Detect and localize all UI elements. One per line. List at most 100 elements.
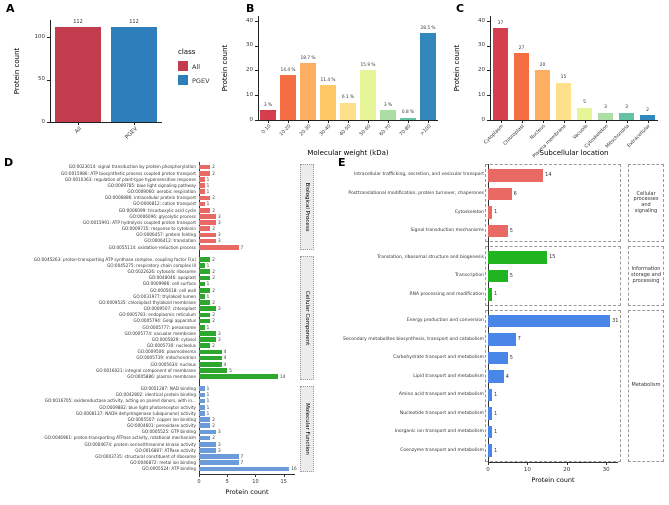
bar-value-label: 1	[206, 392, 210, 398]
bar	[199, 238, 216, 244]
y-tick-label: 10	[478, 91, 485, 98]
x-tick-mark	[488, 462, 489, 465]
x-tick-mark	[521, 120, 523, 123]
bar-value-label: 1	[206, 182, 210, 188]
bar-value-label: 1	[493, 209, 498, 216]
category-label: GO:0015991: ATP hydrolysis coupled proto…	[83, 219, 196, 225]
x-tick-mark	[328, 120, 329, 123]
bar	[199, 170, 211, 176]
bar	[488, 444, 492, 457]
bar	[199, 392, 205, 398]
category-label: GO:0046872: metal ion binding	[130, 460, 196, 466]
facet-strip-label: Molecular Function	[304, 402, 310, 455]
x-tick-label: 70-80	[399, 124, 413, 138]
category-label: GO:0005774: vacuolar membrane	[124, 330, 196, 336]
bar-value-label: 3	[217, 447, 221, 453]
bar-value-label: 3	[217, 306, 221, 312]
bar-value-label: 1	[493, 392, 498, 399]
bar	[199, 300, 211, 305]
category-label: Cytoskeleton	[454, 209, 484, 215]
bar-value-label: 27	[518, 45, 525, 51]
bar	[199, 374, 279, 379]
bar-cytoplasm	[492, 28, 509, 120]
category-label: GO:0048046: apoplast	[148, 275, 196, 281]
x-axis-line	[488, 462, 618, 463]
bar	[199, 331, 216, 336]
panel-c-chart: 0 10 20 30 40 Protein count 37 Cytoplasm 27 Chlor…	[453, 2, 669, 159]
bar-value-label: 2	[212, 164, 215, 170]
x-tick-mark	[199, 474, 200, 477]
y-tick-mark	[487, 20, 490, 22]
facet-strip-label: Information storage and processing	[628, 246, 664, 306]
bar-value-label: 16	[291, 466, 297, 472]
bar-value-label: 4	[505, 373, 509, 380]
x-tick-mark	[288, 120, 289, 123]
x-tick-label: 60-70	[379, 124, 393, 138]
bar-value-label: 7	[517, 336, 521, 343]
bar	[199, 214, 216, 219]
bar-value-label: 5	[583, 100, 586, 106]
category-label: GO:0006812: cation transport	[133, 201, 196, 207]
legend-label-pgev: PGEV	[192, 76, 210, 85]
bar-vacuole	[576, 107, 593, 120]
panel-a: A 0 50 100 Protein count 112 All 112 PGEV class A…	[4, 2, 218, 154]
y-tick-mark	[47, 122, 50, 123]
category-label: GO:0005794: Golgi apparatus	[133, 318, 196, 324]
y-tick-label: 10	[246, 91, 253, 98]
y-tick-mark	[487, 95, 490, 97]
x-tick-mark	[542, 120, 544, 123]
x-tick-mark	[527, 462, 529, 465]
bar	[199, 324, 205, 330]
category-label: GO:0005777: peroxisome	[142, 324, 196, 330]
bar-value-label: 7	[240, 244, 244, 250]
bar-value-label: 1	[206, 410, 210, 416]
category-label: GO:0010363: regulation of plant-type hyp…	[64, 176, 196, 182]
y-tick-mark	[255, 120, 258, 121]
bar	[488, 425, 492, 439]
category-label: Nucleotide transport and metabolism	[399, 410, 484, 416]
x-tick-mark	[584, 120, 586, 123]
y-axis-line	[199, 162, 200, 474]
bar-10-20	[280, 75, 296, 120]
x-tick-label: 50-60	[359, 124, 373, 138]
group-outline	[485, 309, 621, 462]
category-label: GO:0009735: response to cytokinin	[121, 226, 196, 232]
x-tick-mark	[283, 474, 285, 477]
bar	[199, 417, 211, 422]
x-tick-mark	[500, 120, 502, 123]
x-tick-label: All	[74, 126, 84, 136]
bar-value-label: 1	[493, 447, 498, 454]
bar-value-label: 1	[206, 324, 210, 330]
bar	[199, 460, 239, 466]
category-label: GO:0005886: plasma membrane	[127, 373, 196, 379]
x-tick-mark	[255, 474, 257, 477]
bar-value-label: 3 %	[383, 102, 393, 108]
x-tick-mark	[227, 474, 229, 477]
bar	[199, 287, 211, 293]
bar	[199, 195, 211, 201]
panel-d-chart: GO:0023014: signal transduction by prote…	[2, 154, 336, 504]
category-label: GO:0045275: respiratory chain complex II…	[107, 262, 196, 268]
panel-e: E Intracellular trafficking, secretion, …	[336, 156, 669, 504]
y-tick-label: 0	[41, 118, 46, 125]
bar-value-label: 15	[560, 75, 567, 81]
y-tick-label: 40	[478, 17, 485, 24]
category-label: GO:0031977: thylakoid lumen	[133, 293, 196, 299]
legend-key-all	[178, 61, 188, 71]
y-axis-line	[488, 164, 489, 462]
category-label: Carbohydrate transport and metabolism	[393, 355, 484, 361]
bar	[199, 244, 239, 250]
bar	[199, 281, 205, 287]
y-tick-mark	[255, 20, 258, 22]
bar	[199, 386, 205, 392]
category-label: Lipid transport and metabolism	[413, 373, 484, 379]
bar	[199, 318, 211, 324]
category-label: GO:0009785: blue light signaling pathway	[107, 182, 196, 188]
y-tick-mark	[47, 37, 50, 38]
bar	[199, 441, 216, 447]
x-tick-label: 5	[225, 479, 229, 485]
bar-value-label: 28.5 %	[420, 26, 436, 32]
bar-value-label: 112	[73, 18, 83, 25]
y-tick-label: 0	[249, 116, 254, 123]
bar-value-label: 1	[206, 189, 210, 195]
